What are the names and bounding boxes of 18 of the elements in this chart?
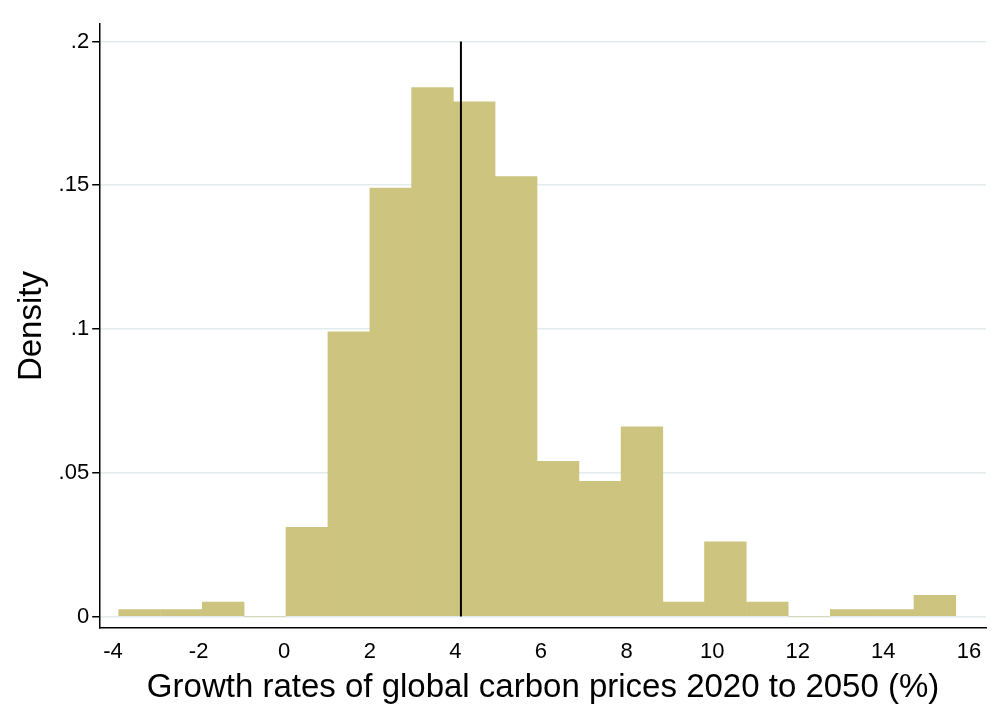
x-tick-label: 12 [785, 638, 810, 664]
x-tick-label: 14 [871, 638, 896, 664]
y-tick-label: .05 [58, 458, 90, 484]
x-tick-label: -2 [188, 638, 209, 664]
x-tick-label: 8 [620, 638, 633, 664]
x-tick-label: 10 [699, 638, 725, 664]
x-tick-label: 4 [449, 638, 462, 664]
y-tick-label: .1 [70, 315, 90, 341]
x-tick-label: 6 [534, 638, 548, 664]
x-tick-label: 2 [363, 638, 376, 664]
y-tick-label: .15 [58, 171, 90, 197]
x-tick-label: 0 [278, 638, 291, 664]
x-axis-title: Growth rates of global carbon prices 2020 to 2050 (%) [146, 667, 940, 705]
y-axis-title: Density [10, 270, 48, 382]
y-tick-label: 0 [76, 602, 90, 628]
y-tick-label: .2 [70, 27, 90, 53]
x-tick-label: 16 [956, 638, 982, 664]
x-tick-label: -4 [103, 638, 123, 664]
